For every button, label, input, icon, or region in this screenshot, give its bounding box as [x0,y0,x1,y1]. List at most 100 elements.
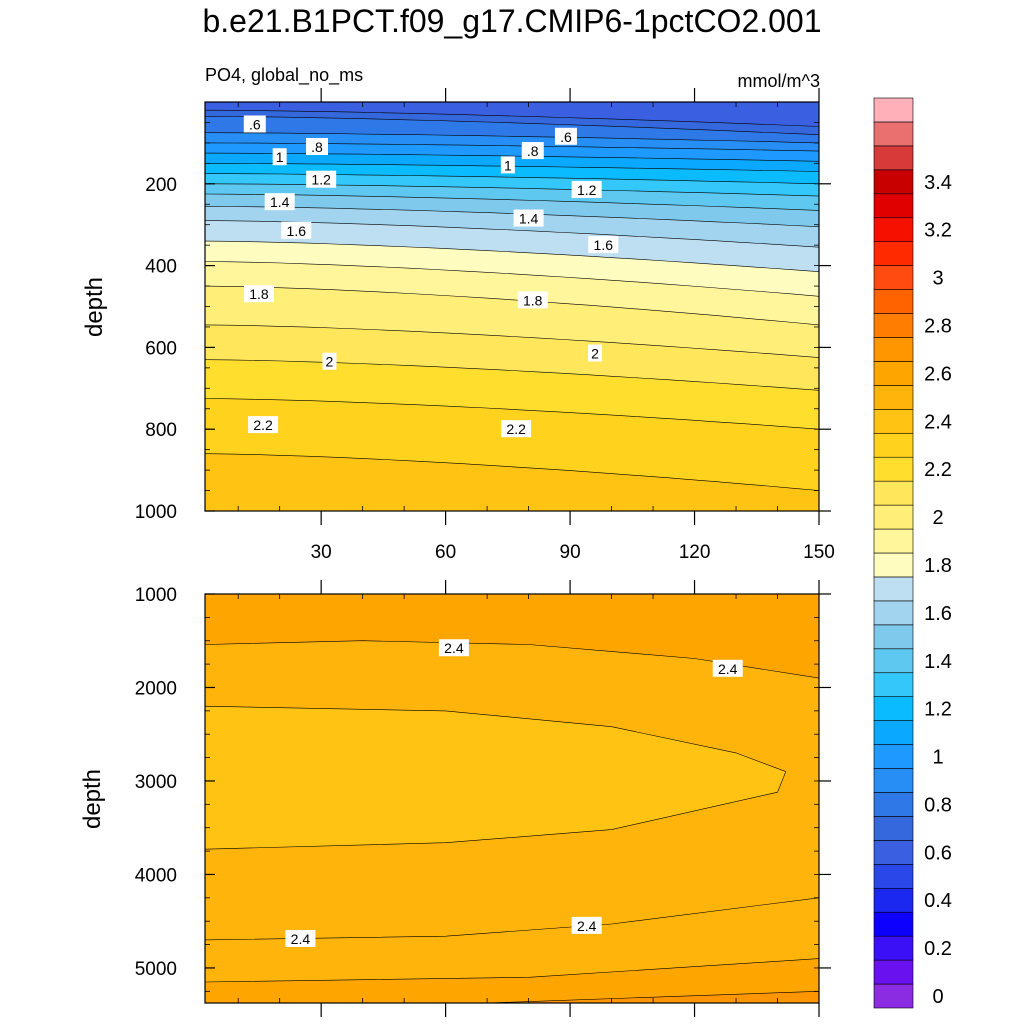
upper-contour-label-box [587,344,602,362]
upper-y-axis-label: depth [81,277,108,337]
colorbar-swatch [873,169,914,195]
lower-contour-label: 2.4 [718,661,738,677]
colorbar-swatch [873,289,914,314]
colorbar-swatch [873,456,914,482]
colorbar-label: 0.6 [924,842,952,864]
upper-contour-label: 2 [591,346,599,362]
x-tick-label: 120 [679,542,711,563]
upper-contour-label: 1 [504,157,512,173]
upper-contour-label-box [243,115,266,133]
colorbar-swatch [873,840,914,865]
upper-panel-fill [205,102,819,511]
colorbar-swatch [873,409,914,434]
y-tick-label: 600 [145,338,177,359]
upper-contour-label-box [521,142,544,160]
lower-contour-label-box [285,929,316,947]
colorbar-label: 1.4 [924,651,952,673]
colorbar-swatch [873,361,914,386]
lower-fill-band-deep [205,958,819,1003]
colorbar-swatch [873,576,914,602]
upper-contour-line-12 [205,261,819,297]
upper-contour-line-16 [205,398,819,430]
lower-contour-label: 2.4 [291,931,311,947]
upper-contour-label-box [248,416,279,434]
units-label: mmol/m^3 [738,71,820,91]
upper-contour-label-box [501,420,532,438]
colorbar-label: 0.8 [924,794,952,816]
upper-contour-line-15 [205,359,819,391]
upper-contour-line-14 [205,324,819,358]
colorbar-swatch [873,887,914,913]
colorbar-swatch [873,313,914,338]
lower-contour-label-box [571,916,602,934]
y-tick-label: 800 [145,420,177,441]
chart-title: b.e21.B1PCT.f09_g17.CMIP6-1pctCO2.001 [202,3,821,39]
colorbar-swatch [873,528,914,554]
lower-fill-band-top [205,594,819,679]
upper-contour-label-box [281,221,312,239]
lower-y-axis: 1000 2000 3000 4000 5000 [135,585,831,992]
colorbar-swatch [873,600,914,626]
lower-contour-line-2 [205,897,819,941]
colorbar-label: 0 [932,986,943,1008]
lower-contour-label-box [438,639,469,657]
upper-contour-label-box [513,209,544,227]
colorbar-swatch [873,97,914,123]
lower-contour-line-4 [487,991,819,1003]
upper-contour-label-box [306,170,337,188]
y-tick-label: 4000 [135,865,177,886]
lower-panel-frame [204,593,820,1004]
colorbar-label: 2.4 [924,411,952,433]
colorbar-swatch [873,672,914,697]
colorbar-label: 3.4 [924,172,952,194]
upper-y-axis: 200 400 600 800 1000 [135,122,831,523]
colorbar-swatch [873,959,914,985]
colorbar-swatch [873,480,914,506]
colorbar-label: 1.2 [924,699,952,721]
upper-contour-label: 2 [326,354,334,370]
upper-contour-label-box [554,127,577,145]
colorbar-label: 1 [932,747,943,769]
upper-contour-label-box [517,291,548,309]
colorbar-swatch [873,768,914,793]
upper-contour-label-box [322,352,337,370]
x-tick-label: 150 [803,542,835,563]
colorbar-label: 2.2 [924,459,952,481]
x-tick-label: 90 [560,542,581,563]
colorbar-swatch [873,193,914,219]
x-tick-label: 30 [311,542,332,563]
upper-contour-label-box [571,180,602,198]
upper-contour-line-13 [205,285,819,326]
lower-y-axis-label: depth [79,769,106,829]
upper-contour-label: 2.2 [506,421,526,437]
lower-contour-label-box [712,659,743,677]
lower-x-axis [237,580,820,1017]
colorbar-swatch [873,552,914,578]
colorbar-label: 1.6 [924,603,952,625]
colorbar-swatch [873,792,914,817]
upper-contour-label: 2.2 [253,417,273,433]
upper-contour-line-0 [205,109,819,127]
upper-contour-label: 1.2 [311,172,331,188]
upper-contour-label-box [272,148,287,166]
y-tick-label: 5000 [135,959,177,980]
upper-contour-label-box [243,285,274,303]
colorbar-swatch [873,504,914,530]
upper-panel-contour-labels: .6 .8 1 1.2 1.4 1.6 1.8 2 2.2 .6 .8 1 1.2 1.4 1.6 1.8 2 2… [243,115,619,438]
colorbar-swatch [873,145,914,171]
upper-contour-label: 1.8 [523,292,543,308]
lower-contour-label: 2.4 [444,640,464,656]
y-tick-label: 200 [145,175,177,196]
upper-x-axis: 30 60 90 120 150 [237,88,835,563]
upper-contour-label: .8 [527,143,539,159]
colorbar-label: 2.6 [924,363,952,385]
colorbar-swatch [873,624,914,650]
lower-panel: 2.4 2.4 2.4 2.4 1000 2000 3000 4000 5000 depth [79,580,831,1017]
colorbar-label: 3.2 [924,220,952,242]
lower-fill-band-core [205,706,786,850]
upper-contour-label: .8 [311,139,323,155]
variable-label: PO4, global_no_ms [205,65,363,86]
colorbar-label: 1.8 [924,555,952,577]
colorbar-label: 3 [932,268,943,290]
upper-fill-band-17 [205,453,819,511]
